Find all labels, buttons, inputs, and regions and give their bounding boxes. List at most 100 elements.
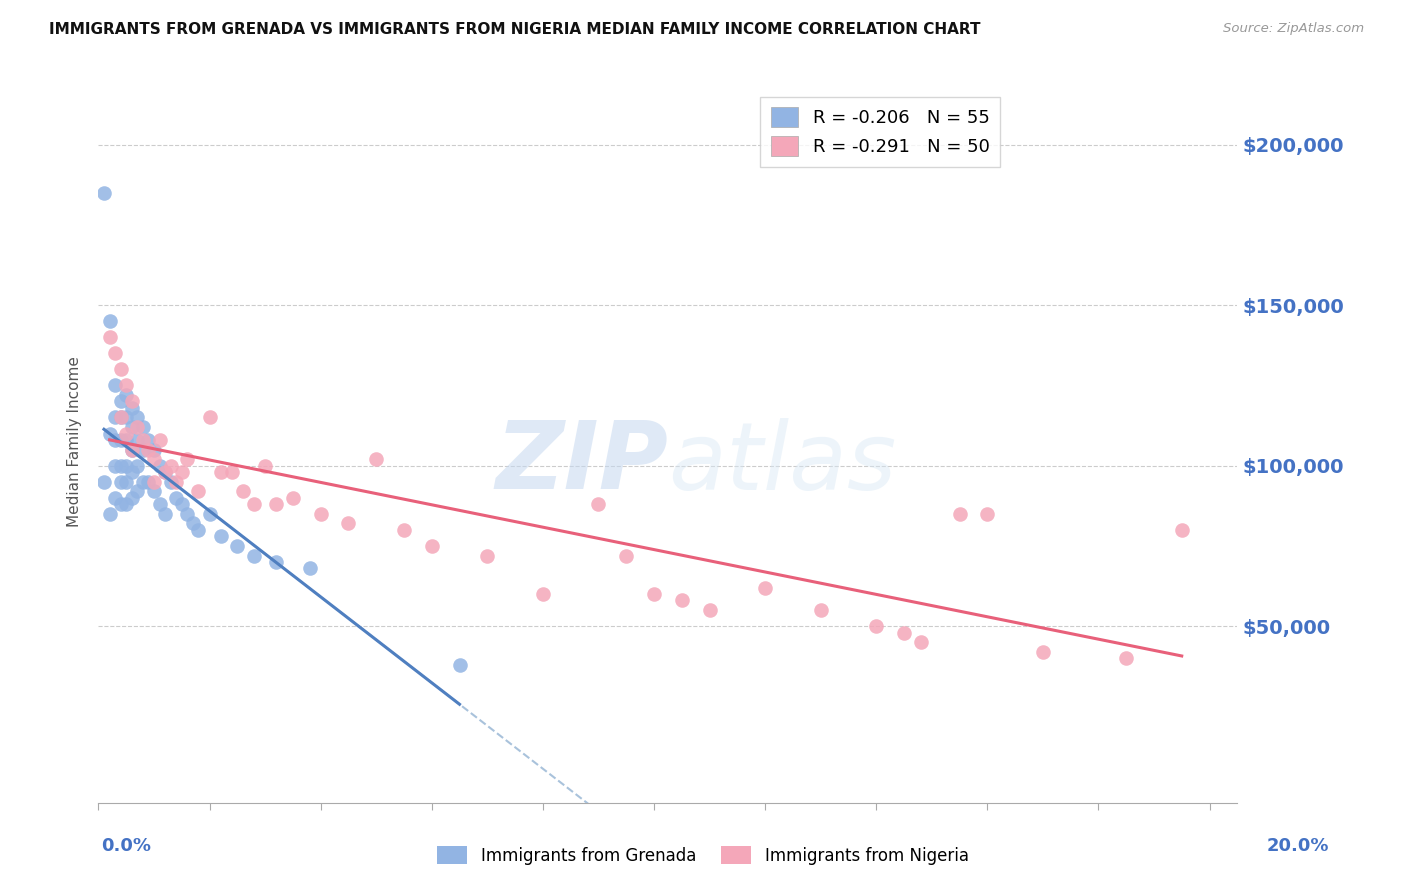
Legend: Immigrants from Grenada, Immigrants from Nigeria: Immigrants from Grenada, Immigrants from… (429, 838, 977, 873)
Point (392, 523, 415, 537)
Point (104, 433, 127, 447)
Point (104, 458, 127, 473)
Point (531, 587, 554, 601)
Point (121, 465, 143, 479)
Point (948, 507, 970, 521)
Point (170, 497, 193, 511)
Point (198, 507, 221, 521)
Point (165, 475, 187, 489)
Point (420, 539, 443, 553)
Point (209, 465, 232, 479)
Point (1032, 645, 1054, 659)
Point (143, 484, 166, 499)
Point (104, 346, 127, 360)
Point (910, 635, 932, 649)
Point (209, 529, 232, 543)
Point (121, 420, 143, 434)
Point (127, 410, 149, 425)
Point (148, 433, 170, 447)
Point (614, 549, 637, 563)
Point (104, 410, 127, 425)
Point (115, 388, 138, 402)
Point (121, 394, 143, 409)
Point (153, 465, 176, 479)
Point (138, 433, 160, 447)
Point (187, 523, 209, 537)
Point (643, 587, 665, 601)
Point (148, 458, 170, 473)
Point (110, 394, 132, 409)
Point (754, 581, 776, 595)
Point (232, 484, 254, 499)
Point (221, 465, 243, 479)
Point (243, 549, 266, 563)
Point (153, 465, 176, 479)
Point (138, 442, 160, 457)
Point (281, 491, 304, 505)
Point (893, 625, 915, 640)
Point (143, 442, 166, 457)
Point (1170, 523, 1192, 537)
Point (104, 491, 127, 505)
Point (115, 410, 138, 425)
Point (366, 452, 388, 467)
Point (264, 555, 287, 569)
Point (115, 378, 138, 392)
Point (121, 442, 143, 457)
Point (110, 497, 132, 511)
Point (309, 507, 332, 521)
Point (121, 442, 143, 457)
Point (127, 458, 149, 473)
Point (810, 603, 832, 617)
Point (243, 497, 266, 511)
Point (121, 401, 143, 415)
Point (159, 475, 181, 489)
Point (176, 452, 198, 467)
Point (121, 491, 143, 505)
Point (93, 186, 115, 200)
Point (110, 458, 132, 473)
Point (110, 362, 132, 376)
Text: IMMIGRANTS FROM GRENADA VS IMMIGRANTS FROM NIGERIA MEDIAN FAMILY INCOME CORRELAT: IMMIGRANTS FROM GRENADA VS IMMIGRANTS FR… (49, 22, 981, 37)
Y-axis label: Median Family Income: Median Family Income (67, 356, 83, 527)
Point (699, 603, 721, 617)
Point (198, 410, 221, 425)
Point (115, 433, 138, 447)
Point (449, 657, 471, 672)
Point (110, 433, 132, 447)
Point (110, 475, 132, 489)
Point (181, 516, 204, 531)
Text: ZIP: ZIP (495, 417, 668, 509)
Text: 0.0%: 0.0% (101, 837, 152, 855)
Point (115, 497, 138, 511)
Point (148, 497, 170, 511)
Point (143, 475, 166, 489)
Point (298, 561, 321, 575)
Point (170, 465, 193, 479)
Point (98, 426, 121, 441)
Point (226, 539, 249, 553)
Point (104, 378, 127, 392)
Text: atlas: atlas (668, 417, 896, 508)
Point (110, 410, 132, 425)
Point (671, 593, 693, 607)
Point (98, 314, 121, 328)
Point (132, 475, 155, 489)
Point (477, 549, 499, 563)
Point (254, 458, 277, 473)
Point (176, 507, 198, 521)
Point (127, 433, 149, 447)
Point (138, 475, 160, 489)
Legend: R = -0.206   N = 55, R = -0.291   N = 50: R = -0.206 N = 55, R = -0.291 N = 50 (761, 96, 1001, 167)
Point (132, 420, 155, 434)
Point (159, 458, 181, 473)
Point (98, 507, 121, 521)
Text: 20.0%: 20.0% (1267, 837, 1329, 855)
Point (187, 484, 209, 499)
Point (132, 442, 155, 457)
Point (1115, 651, 1137, 665)
Point (127, 484, 149, 499)
Point (110, 410, 132, 425)
Point (865, 619, 887, 633)
Point (115, 475, 138, 489)
